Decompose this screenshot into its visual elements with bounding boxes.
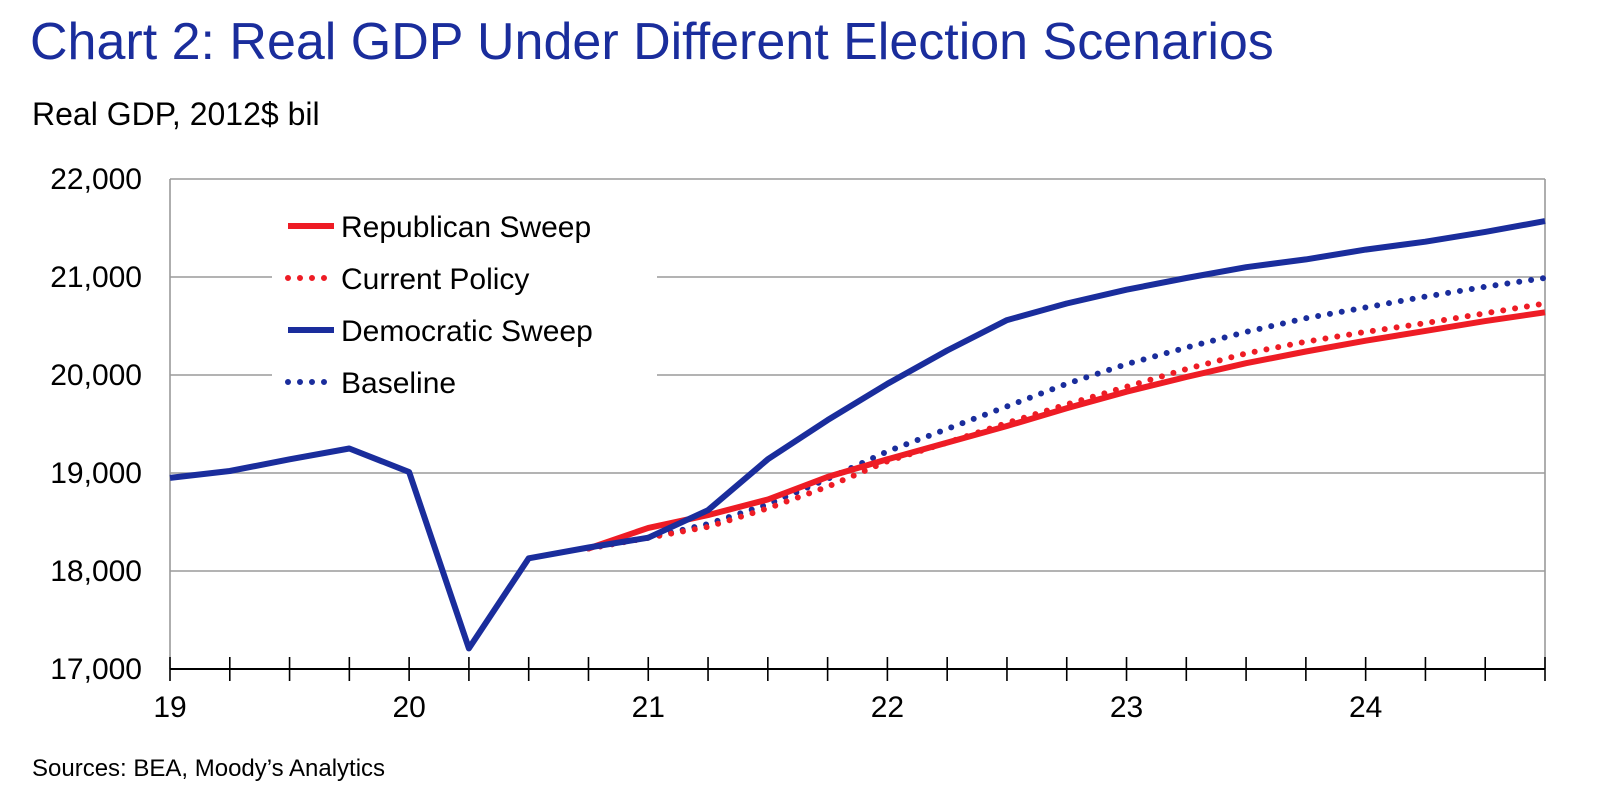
axes: 17,000 18,000 19,000 20,000 21,000 22,000 19 20… (50, 163, 1546, 724)
x-tick-label: 22 (871, 691, 904, 724)
series-lines (169, 218, 1548, 652)
x-tick-label: 20 (392, 691, 425, 724)
y-tick-label: 21,000 (50, 261, 142, 294)
source-note: Sources: BEA, Moody’s Analytics (32, 755, 386, 782)
legend: Republican Sweep Current Policy Democratic… (272, 198, 657, 410)
legend-label-current-policy: Current Policy (341, 263, 529, 296)
legend-background (272, 198, 657, 410)
y-tick-label: 17,000 (50, 653, 142, 686)
legend-label-baseline: Baseline (341, 367, 456, 400)
x-tick-label: 23 (1110, 691, 1143, 724)
series-line-current-policy (585, 300, 1548, 552)
legend-label-republican-sweep: Republican Sweep (341, 211, 591, 244)
y-tick-label: 20,000 (50, 359, 142, 392)
chart-subtitle: Real GDP, 2012$ bil (32, 96, 320, 132)
series-line-democratic-sweep (169, 218, 1546, 652)
x-tick-label: 24 (1349, 691, 1382, 724)
y-tick-label: 19,000 (50, 457, 142, 490)
y-tick-label: 22,000 (50, 163, 142, 196)
x-tick-label: 21 (632, 691, 665, 724)
x-tick-label: 19 (153, 691, 186, 724)
chart-title: Chart 2: Real GDP Under Different Electi… (30, 13, 1274, 71)
legend-label-democratic-sweep: Democratic Sweep (341, 315, 593, 348)
series-line-republican-sweep (587, 309, 1546, 552)
y-tick-label: 18,000 (50, 555, 142, 588)
